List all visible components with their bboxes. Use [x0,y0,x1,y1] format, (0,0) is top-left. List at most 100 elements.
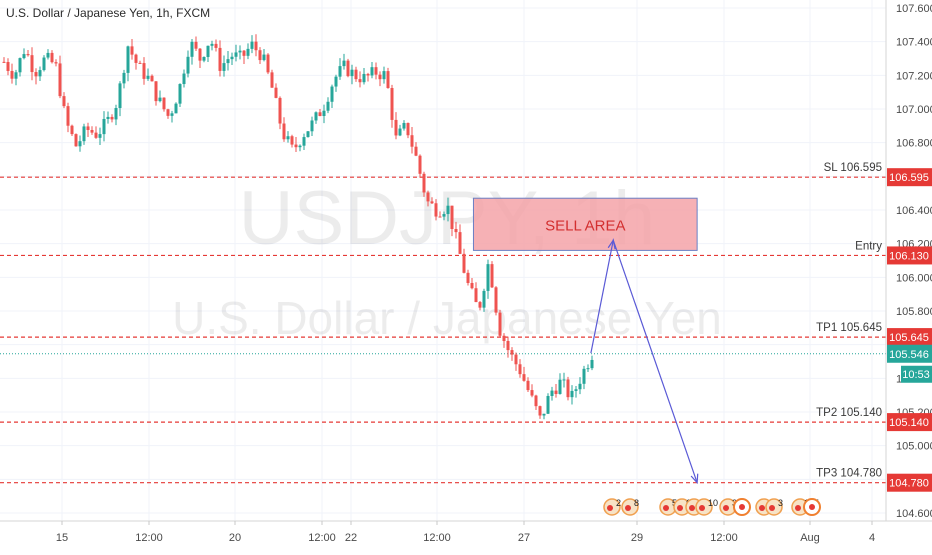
candle-body[interactable] [278,97,282,124]
candle-body[interactable] [222,63,226,71]
events[interactable]: 285621033363105 [603,498,821,516]
candle-body[interactable] [314,112,318,121]
candle-body[interactable] [290,136,294,145]
candle-body[interactable] [302,137,306,146]
candle-body[interactable] [306,131,310,138]
candle-body[interactable] [326,101,330,111]
candle-body[interactable] [466,272,470,283]
candle-body[interactable] [254,41,258,51]
candle-body[interactable] [214,43,218,48]
candle-body[interactable] [274,87,278,98]
candle-body[interactable] [406,122,410,136]
candle-body[interactable] [390,88,394,120]
projection[interactable] [590,238,699,485]
candle-body[interactable] [570,390,574,398]
candle-body[interactable] [66,106,70,126]
candle-body[interactable] [250,41,254,49]
candle-body[interactable] [270,72,274,88]
candle-body[interactable] [294,144,298,148]
candle-body[interactable] [130,46,134,55]
candle-body[interactable] [114,108,118,120]
candle-body[interactable] [230,56,234,60]
candles[interactable] [2,34,594,420]
candle-body[interactable] [342,60,346,67]
candle-body[interactable] [450,205,454,229]
candle-body[interactable] [158,97,162,102]
candle-body[interactable] [206,45,210,57]
candle-body[interactable] [246,48,250,56]
candle-body[interactable] [182,73,186,85]
candle-body[interactable] [310,120,314,132]
candle-body[interactable] [42,57,46,71]
candle-body[interactable] [554,390,558,394]
candle-body[interactable] [70,125,74,135]
candle-body[interactable] [574,389,578,391]
candle-body[interactable] [150,75,154,82]
candle-body[interactable] [486,264,490,291]
candle-body[interactable] [474,288,478,303]
candle-body[interactable] [398,128,402,136]
candle-body[interactable] [446,205,450,215]
candle-body[interactable] [534,395,538,407]
candle-body[interactable] [346,60,350,77]
candle-body[interactable] [282,123,286,140]
candle-body[interactable] [366,73,370,76]
candle-body[interactable] [354,69,358,80]
candle-body[interactable] [170,113,174,116]
candle-body[interactable] [322,110,326,117]
candle-body[interactable] [458,232,462,254]
candle-body[interactable] [86,126,90,130]
candle-body[interactable] [566,379,570,398]
candle-body[interactable] [82,126,86,142]
candle-body[interactable] [438,216,442,218]
candle-body[interactable] [330,86,334,102]
candle-body[interactable] [402,122,406,129]
candle-body[interactable] [146,75,150,79]
candle-body[interactable] [394,119,398,136]
candle-body[interactable] [462,253,466,273]
candle-body[interactable] [10,70,14,79]
candle-body[interactable] [262,54,266,61]
candle-body[interactable] [546,395,550,414]
candle-body[interactable] [110,116,114,120]
candle-body[interactable] [174,103,178,114]
candle-body[interactable] [74,134,78,147]
candle-body[interactable] [50,52,54,63]
candle-body[interactable] [126,46,130,73]
candle-body[interactable] [194,41,198,49]
candle-body[interactable] [46,52,50,58]
candle-body[interactable] [518,364,522,375]
candle-body[interactable] [218,47,222,71]
candle-body[interactable] [590,359,594,369]
candle-body[interactable] [470,282,474,289]
candle-body[interactable] [122,72,126,84]
candle-body[interactable] [558,379,562,394]
candle-body[interactable] [18,58,22,73]
candle-body[interactable] [442,214,446,217]
candle-body[interactable] [138,62,142,64]
candle-body[interactable] [38,70,42,77]
candle-body[interactable] [102,118,106,135]
candle-body[interactable] [542,413,546,416]
candle-body[interactable] [430,201,434,204]
sell-area-box[interactable] [472,197,698,251]
candle-body[interactable] [562,379,566,381]
candle-body[interactable] [482,290,486,308]
time-axis[interactable]: 15 12:00 20 12:00 22 12:00 27 29 12:00 Aug 4 [0,520,932,550]
candle-body[interactable] [362,73,366,83]
candle-body[interactable] [514,354,518,365]
candle-body[interactable] [502,335,506,342]
sell-area[interactable]: SELL AREA [472,197,698,251]
candle-body[interactable] [190,41,194,57]
candle-body[interactable] [162,97,166,110]
candle-body[interactable] [538,406,542,416]
candle-body[interactable] [134,54,138,63]
candle-body[interactable] [14,72,18,79]
candle-body[interactable] [386,71,390,89]
candle-body[interactable] [58,63,62,97]
candle-body[interactable] [2,61,6,63]
candle-body[interactable] [34,72,38,77]
candle-body[interactable] [30,55,34,73]
candle-body[interactable] [350,69,354,77]
